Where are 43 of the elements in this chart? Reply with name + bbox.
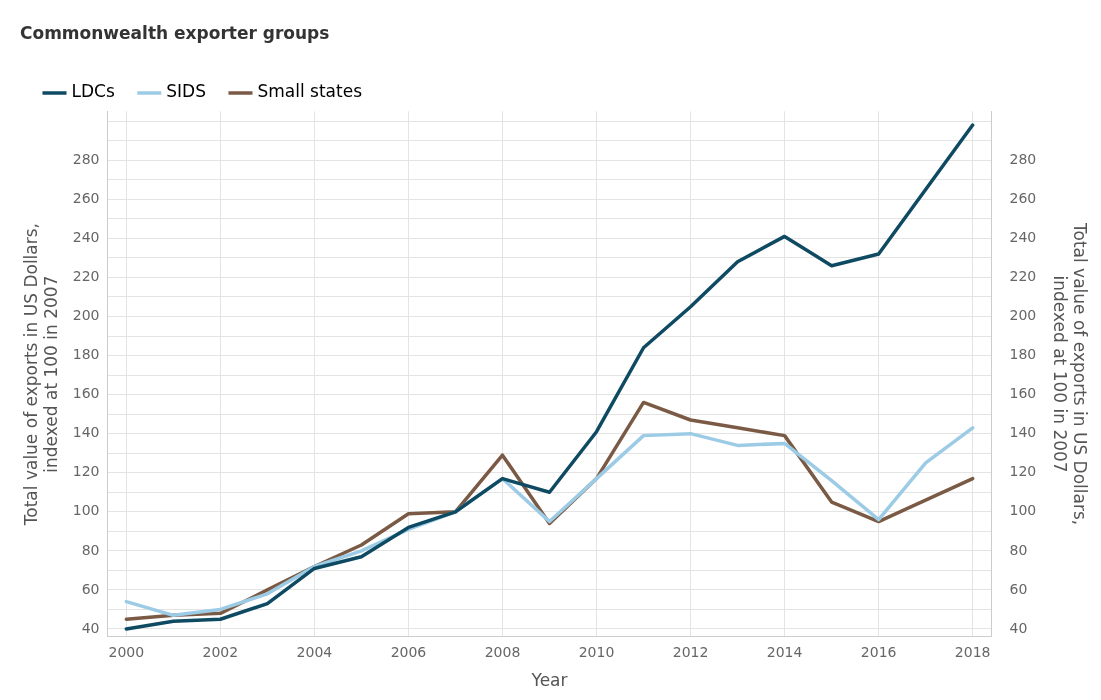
y2-tick-label: 180 [1009,346,1037,363]
x-tick-label: 2018 [954,643,991,660]
legend-label: Small states [257,81,363,102]
legend-label: LDCs [71,81,115,102]
y-tick-label: 260 [72,189,100,206]
y2-tick-label: 80 [1009,541,1028,558]
y-tick-label: 280 [72,150,100,167]
y2-tick-label: 220 [1009,268,1037,285]
y2-tick-label: 200 [1009,307,1037,324]
x-tick-label: 2016 [860,643,897,660]
x-tick-label: 2010 [578,643,615,660]
x-tick-label: 2008 [484,643,521,660]
y-tick-label: 200 [72,307,100,324]
y-tick-label: 220 [72,268,100,285]
x-tick-label: 2004 [296,643,333,660]
x-axis-title: Year [530,670,568,691]
x-tick-label: 2006 [390,643,427,660]
y-tick-label: 40 [81,619,100,636]
y-tick-label: 100 [72,502,100,519]
y2-tick-label: 40 [1009,619,1028,636]
y2-tick-label: 120 [1009,463,1037,480]
y2-tick-label: 240 [1009,229,1037,245]
y2-tick-label: 140 [1009,424,1037,441]
y-tick-label: 180 [72,346,100,363]
x-tick-label: 2000 [108,643,145,660]
y-tick-label: 160 [72,385,100,402]
y2-axis-title: Total value of exports in US Dollars, indexed at 100 in 2007 [1049,221,1091,526]
legend-label: SIDS [166,81,206,102]
y-tick-label: 120 [72,463,100,480]
x-tick-label: 2012 [672,643,709,660]
y-axis-title: Total value of exports in US Dollars, indexed at 100 in 2007 [20,222,62,527]
y2-tick-label: 260 [1009,189,1037,206]
chart-title: Commonwealth exporter groups [20,22,330,43]
y-tick-label: 240 [72,229,100,245]
y2-tick-label: 280 [1009,150,1037,167]
y2-tick-label: 160 [1009,385,1037,402]
x-tick-label: 2002 [202,643,239,660]
y-tick-label: 140 [72,424,100,441]
x-tick-label: 2014 [766,643,803,660]
y2-tick-label: 60 [1009,580,1028,597]
y-tick-label: 80 [81,541,100,558]
y2-tick-label: 100 [1009,502,1037,519]
y-tick-label: 60 [81,580,100,597]
